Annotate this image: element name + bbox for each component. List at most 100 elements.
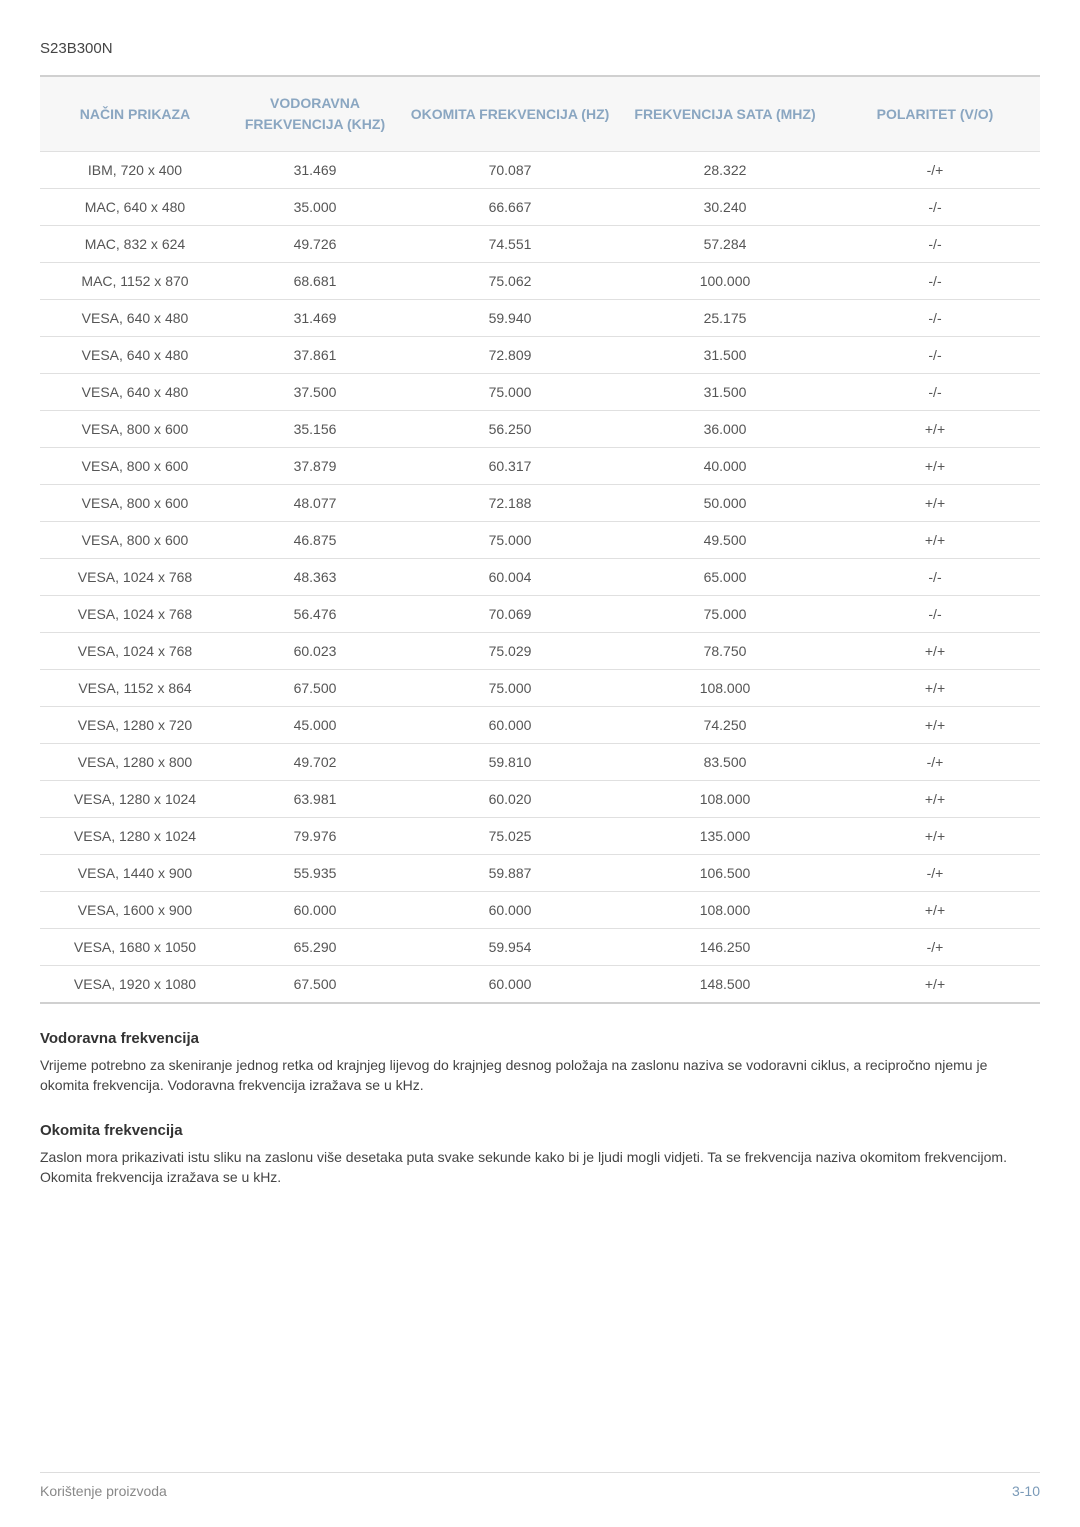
timing-table: NAČIN PRIKAZA VODORAVNA FREKVENCIJA (KHZ… <box>40 75 1040 1004</box>
col-header-polarity: POLARITET (V/O) <box>830 76 1040 152</box>
section-body: Vrijeme potrebno za skeniranje jednog re… <box>40 1055 1040 1096</box>
table-header-row: NAČIN PRIKAZA VODORAVNA FREKVENCIJA (KHZ… <box>40 76 1040 152</box>
table-cell: 108.000 <box>620 670 830 707</box>
table-cell: -/- <box>830 374 1040 411</box>
table-cell: +/+ <box>830 707 1040 744</box>
table-cell: VESA, 1024 x 768 <box>40 596 230 633</box>
table-row: VESA, 640 x 48031.46959.94025.175-/- <box>40 300 1040 337</box>
footer: Korištenje proizvoda 3-10 <box>40 1472 1040 1499</box>
col-header-pixelclock: FREKVENCIJA SATA (MHZ) <box>620 76 830 152</box>
table-cell: 68.681 <box>230 263 400 300</box>
table-cell: 108.000 <box>620 892 830 929</box>
table-cell: VESA, 800 x 600 <box>40 448 230 485</box>
table-cell: +/+ <box>830 633 1040 670</box>
table-cell: VESA, 1440 x 900 <box>40 855 230 892</box>
table-cell: 59.940 <box>400 300 620 337</box>
table-cell: 59.810 <box>400 744 620 781</box>
table-cell: 59.954 <box>400 929 620 966</box>
table-cell: 60.004 <box>400 559 620 596</box>
table-cell: 46.875 <box>230 522 400 559</box>
table-cell: 75.062 <box>400 263 620 300</box>
table-row: MAC, 640 x 48035.00066.66730.240-/- <box>40 189 1040 226</box>
table-cell: 75.000 <box>620 596 830 633</box>
table-row: MAC, 1152 x 87068.68175.062100.000-/- <box>40 263 1040 300</box>
table-cell: IBM, 720 x 400 <box>40 152 230 189</box>
table-row: VESA, 1152 x 86467.50075.000108.000+/+ <box>40 670 1040 707</box>
table-cell: -/+ <box>830 152 1040 189</box>
table-cell: 108.000 <box>620 781 830 818</box>
table-cell: 37.500 <box>230 374 400 411</box>
table-cell: 60.023 <box>230 633 400 670</box>
table-cell: 45.000 <box>230 707 400 744</box>
table-row: VESA, 1024 x 76848.36360.00465.000-/- <box>40 559 1040 596</box>
footer-right: 3-10 <box>1012 1483 1040 1499</box>
table-cell: -/- <box>830 226 1040 263</box>
table-cell: 74.551 <box>400 226 620 263</box>
table-cell: VESA, 1024 x 768 <box>40 559 230 596</box>
table-cell: VESA, 1152 x 864 <box>40 670 230 707</box>
table-cell: 72.188 <box>400 485 620 522</box>
section-title: Vodoravna frekvencija <box>40 1030 1040 1047</box>
table-cell: 100.000 <box>620 263 830 300</box>
table-cell: 72.809 <box>400 337 620 374</box>
table-cell: 56.476 <box>230 596 400 633</box>
table-cell: 40.000 <box>620 448 830 485</box>
table-cell: 79.976 <box>230 818 400 855</box>
table-cell: 55.935 <box>230 855 400 892</box>
table-cell: 37.879 <box>230 448 400 485</box>
table-row: VESA, 1024 x 76856.47670.06975.000-/- <box>40 596 1040 633</box>
table-cell: 31.469 <box>230 300 400 337</box>
table-cell: -/+ <box>830 744 1040 781</box>
table-cell: VESA, 1280 x 1024 <box>40 818 230 855</box>
table-cell: 25.175 <box>620 300 830 337</box>
table-row: VESA, 1440 x 90055.93559.887106.500-/+ <box>40 855 1040 892</box>
table-cell: VESA, 1024 x 768 <box>40 633 230 670</box>
table-cell: 31.500 <box>620 337 830 374</box>
table-cell: VESA, 1920 x 1080 <box>40 966 230 1004</box>
col-header-hfreq: VODORAVNA FREKVENCIJA (KHZ) <box>230 76 400 152</box>
table-cell: 31.469 <box>230 152 400 189</box>
table-cell: +/+ <box>830 485 1040 522</box>
table-cell: 57.284 <box>620 226 830 263</box>
table-cell: VESA, 1680 x 1050 <box>40 929 230 966</box>
table-row: VESA, 1280 x 80049.70259.81083.500-/+ <box>40 744 1040 781</box>
table-cell: 66.667 <box>400 189 620 226</box>
table-row: VESA, 640 x 48037.86172.80931.500-/- <box>40 337 1040 374</box>
table-row: IBM, 720 x 40031.46970.08728.322-/+ <box>40 152 1040 189</box>
table-cell: 48.077 <box>230 485 400 522</box>
table-cell: 37.861 <box>230 337 400 374</box>
table-cell: 75.000 <box>400 522 620 559</box>
table-cell: 75.000 <box>400 670 620 707</box>
table-cell: 78.750 <box>620 633 830 670</box>
table-cell: 59.887 <box>400 855 620 892</box>
table-cell: +/+ <box>830 781 1040 818</box>
table-cell: +/+ <box>830 448 1040 485</box>
table-cell: 67.500 <box>230 670 400 707</box>
table-cell: +/+ <box>830 411 1040 448</box>
model-id: S23B300N <box>40 40 1040 57</box>
table-row: VESA, 800 x 60037.87960.31740.000+/+ <box>40 448 1040 485</box>
table-cell: -/- <box>830 300 1040 337</box>
table-cell: 60.020 <box>400 781 620 818</box>
table-cell: 75.029 <box>400 633 620 670</box>
table-cell: 60.000 <box>230 892 400 929</box>
table-cell: -/+ <box>830 855 1040 892</box>
table-cell: 31.500 <box>620 374 830 411</box>
section-body: Zaslon mora prikazivati istu sliku na za… <box>40 1147 1040 1188</box>
table-cell: MAC, 1152 x 870 <box>40 263 230 300</box>
table-cell: -/- <box>830 559 1040 596</box>
table-row: VESA, 1024 x 76860.02375.02978.750+/+ <box>40 633 1040 670</box>
table-cell: 135.000 <box>620 818 830 855</box>
table-cell: +/+ <box>830 522 1040 559</box>
table-cell: 35.156 <box>230 411 400 448</box>
table-cell: 63.981 <box>230 781 400 818</box>
table-cell: 75.000 <box>400 374 620 411</box>
table-cell: VESA, 1280 x 720 <box>40 707 230 744</box>
table-cell: 65.290 <box>230 929 400 966</box>
table-cell: 146.250 <box>620 929 830 966</box>
table-cell: VESA, 640 x 480 <box>40 337 230 374</box>
table-cell: 49.500 <box>620 522 830 559</box>
table-cell: 60.317 <box>400 448 620 485</box>
table-cell: -/- <box>830 596 1040 633</box>
table-cell: 148.500 <box>620 966 830 1004</box>
